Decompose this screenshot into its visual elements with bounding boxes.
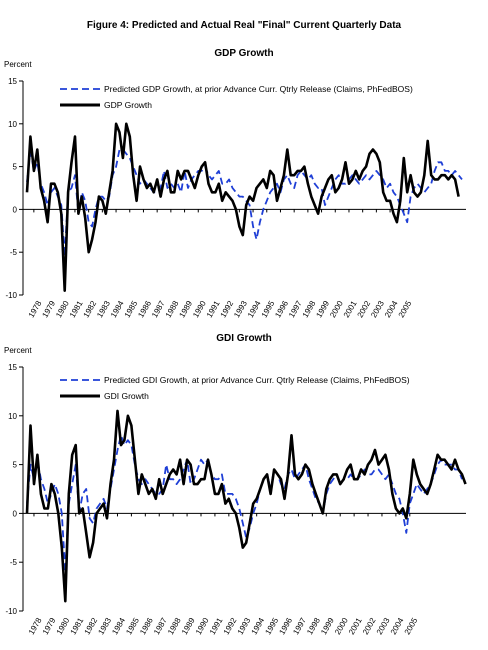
legend: Predicted GDI Growth, at prior Advance C… (60, 375, 410, 401)
y-tick-label: 10 (8, 120, 17, 129)
y-tick-label: 15 (8, 363, 17, 372)
x-tick-label: 1978 (27, 616, 44, 636)
x-tick-label: 1980 (55, 616, 72, 636)
x-tick-label: 1996 (277, 616, 294, 636)
x-tick-label: 1999 (319, 616, 336, 636)
y-tick-label: 10 (8, 412, 17, 421)
x-tick-label: 1985 (124, 616, 141, 636)
series-line-predicted-gdi-growth (26, 434, 463, 573)
x-tick-label: 2002 (361, 616, 378, 636)
legend-label: Predicted GDP Growth, at prior Advance C… (104, 84, 413, 94)
y-axis-label: Percent (4, 346, 32, 355)
series-line-gdi-growth (25, 409, 467, 603)
y-tick-label: -5 (10, 248, 18, 257)
y-tick-label: 15 (8, 77, 17, 86)
legend-label: Predicted GDI Growth, at prior Advance C… (104, 375, 410, 385)
y-tick-label: -5 (10, 558, 18, 567)
x-tick-label: 1987 (152, 616, 169, 636)
y-tick-label: -10 (5, 291, 17, 300)
gdi-growth-chart: GDI Growth Percent -10 -5 0 5 10 15 197819791980… (4, 333, 467, 636)
x-tick-label: 1991 (208, 616, 225, 636)
x-tick-label: 1993 (236, 616, 253, 636)
panel-title: GDI Growth (216, 333, 272, 344)
x-tick-label: 2003 (375, 616, 392, 636)
panel-title: GDP Growth (214, 48, 273, 59)
x-tick-label: 2005 (397, 299, 414, 319)
x-tick-label: 1989 (180, 616, 197, 636)
x-tick-label: 1997 (291, 616, 308, 636)
legend: Predicted GDP Growth, at prior Advance C… (60, 84, 413, 110)
gdp-growth-chart: GDP GrowthPercent-10-5051015197819791980… (4, 48, 466, 319)
figure-title: Figure 4: Predicted and Actual Real "Fin… (86, 20, 402, 31)
legend-label: GDI Growth (104, 391, 149, 401)
x-tick-label: 1988 (166, 616, 183, 636)
x-tick-label: 1994 (250, 616, 267, 636)
y-axis-label: Percent (4, 60, 32, 69)
x-tick-label: 2004 (389, 616, 406, 636)
y-tick-label: 0 (13, 509, 18, 518)
x-tick-label: 1984 (110, 616, 127, 636)
x-tick-label: 2000 (333, 616, 350, 636)
x-tick-label: 1983 (96, 616, 113, 636)
x-tick-label: 2005 (403, 616, 420, 636)
series-line-gdp-growth (25, 122, 460, 293)
legend-label: GDP Growth (104, 100, 152, 110)
x-tick-label: 1986 (138, 616, 155, 636)
y-tick-label: 5 (13, 461, 18, 470)
x-tick-label: 1979 (41, 616, 58, 636)
y-tick-label: 5 (13, 163, 18, 172)
y-tick-label: -10 (5, 607, 17, 616)
x-tick-label: 1992 (222, 616, 239, 636)
y-tick-label: 0 (13, 205, 18, 214)
x-tick-label: 1995 (263, 616, 280, 636)
x-tick-label: 2001 (347, 616, 364, 636)
